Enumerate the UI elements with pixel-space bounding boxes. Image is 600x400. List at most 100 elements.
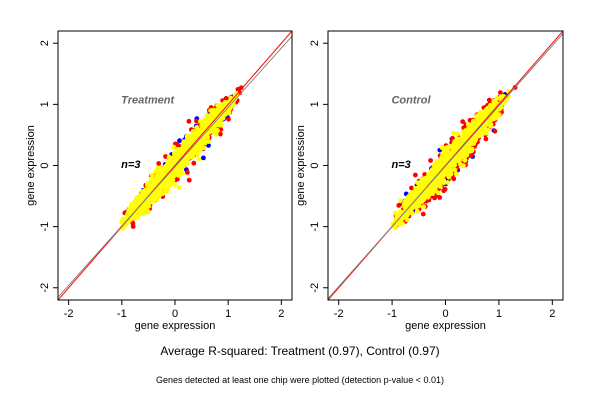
data-point [140, 208, 145, 214]
y-tick-label: 0 [309, 162, 321, 168]
data-point [486, 97, 492, 103]
data-point [474, 113, 480, 118]
data-point [467, 127, 473, 133]
summary-caption: Average R-squared: Treatment (0.97), Con… [160, 344, 439, 358]
data-point [471, 141, 476, 146]
data-point [160, 169, 166, 175]
y-tick-label: -1 [309, 222, 321, 232]
x-tick-label: 2 [278, 308, 284, 320]
data-point [446, 164, 452, 170]
data-point [415, 186, 421, 192]
data-point [137, 204, 143, 210]
data-point [492, 128, 498, 134]
data-point [151, 195, 156, 201]
y-tick-label: 1 [39, 101, 51, 107]
data-point [214, 110, 220, 115]
data-point [158, 183, 164, 189]
data-point [435, 190, 441, 196]
data-point [171, 144, 177, 150]
data-point [145, 181, 151, 187]
data-point [156, 161, 162, 166]
data-point [460, 135, 466, 141]
data-point [464, 145, 470, 151]
x-tick-label: -1 [117, 308, 127, 320]
data-point [186, 118, 192, 124]
data-point [191, 160, 197, 166]
data-point [218, 131, 223, 137]
data-point [405, 198, 411, 204]
data-point [196, 156, 202, 162]
data-point [470, 124, 476, 130]
data-point [435, 182, 441, 188]
data-point [125, 210, 131, 216]
data-point [172, 181, 178, 187]
data-point [207, 129, 213, 134]
data-point [169, 172, 175, 178]
data-point [460, 119, 466, 124]
data-point [469, 148, 475, 154]
data-point [128, 207, 134, 213]
data-point [444, 150, 450, 155]
data-point [155, 172, 161, 178]
data-point [398, 198, 403, 204]
data-point [487, 106, 492, 112]
data-point [457, 157, 463, 162]
data-point [167, 160, 173, 165]
data-point [437, 195, 443, 200]
x-tick-label: -1 [387, 308, 397, 320]
data-point [215, 102, 221, 108]
data-point [206, 139, 211, 145]
data-point [169, 155, 175, 161]
data-point [451, 130, 456, 136]
data-point [421, 204, 427, 210]
data-point [226, 116, 231, 122]
data-point [198, 118, 203, 124]
data-point [155, 165, 161, 171]
data-point [483, 136, 489, 142]
data-point [448, 171, 454, 177]
data-point [163, 179, 169, 185]
data-point [130, 224, 136, 229]
data-point [190, 152, 196, 158]
data-point [206, 143, 211, 148]
x-tick-label: 0 [442, 308, 448, 320]
data-point [451, 148, 457, 154]
treatment-panel: -2 -1 0 1 2 -2 -1 0 1 2 gene expression gene expres… [25, 30, 293, 332]
data-point [445, 180, 451, 185]
x-tick-label: 2 [549, 308, 555, 320]
data-point [451, 176, 457, 182]
data-point [479, 111, 485, 116]
data-point [432, 167, 438, 173]
x-tick-label: -2 [64, 308, 74, 320]
x-tick-label: 0 [172, 308, 178, 320]
data-point [414, 180, 420, 186]
note-caption: Genes detected at least one chip were pl… [156, 375, 444, 385]
data-point [196, 130, 202, 136]
y-tick-label: 0 [39, 162, 51, 168]
data-point [208, 108, 214, 113]
panel-title: Control [391, 95, 431, 107]
data-point [197, 144, 202, 150]
data-point [395, 218, 401, 224]
y-axis-label: gene expression [295, 125, 307, 206]
y-tick-label: 2 [39, 40, 51, 46]
data-point [449, 151, 454, 157]
data-point [506, 89, 511, 95]
data-point [175, 150, 180, 156]
data-point [156, 190, 161, 196]
data-point [226, 107, 232, 113]
x-tick-label: -2 [334, 308, 344, 320]
data-point [459, 150, 465, 155]
data-point [453, 171, 459, 177]
data-point [205, 118, 211, 124]
data-point [134, 208, 140, 213]
data-point [215, 127, 220, 133]
data-point [185, 138, 191, 143]
data-point [413, 172, 418, 178]
data-point [404, 217, 410, 223]
data-point [150, 172, 155, 178]
data-point [428, 158, 433, 163]
data-point [194, 118, 200, 124]
data-point [455, 131, 460, 137]
